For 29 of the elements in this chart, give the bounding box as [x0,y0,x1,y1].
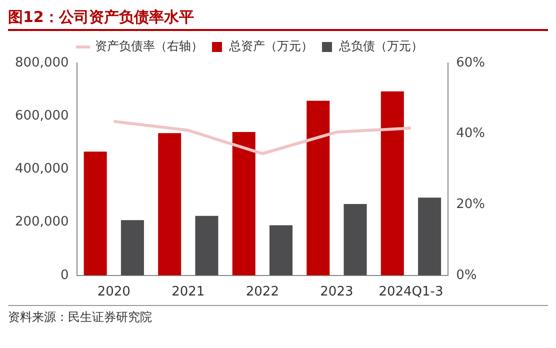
x-tick-label: 2024Q1-3 [378,284,444,300]
y-tick-label: 0 [60,268,69,283]
y-tick-label: 200,000 [14,214,69,230]
y-tick-label: 800,000 [14,55,69,70]
x-tick-label: 2023 [320,284,354,300]
y2-tick-label: 40% [456,126,486,142]
x-tick-label: 2020 [97,284,130,300]
bar [195,216,218,276]
bar [306,100,330,276]
legend-label: 总资产（万元） [228,39,313,54]
bar [380,91,404,276]
bar [269,225,293,276]
y-tick-label: 400,000 [14,162,69,177]
bar [158,133,182,276]
bar [418,198,442,276]
legend-label: 总负债（万元） [338,39,423,54]
x-tick-label: 2022 [246,284,279,300]
y2-tick-label: 20% [456,196,486,212]
legend-label: 资产负债率（右轴） [95,39,203,54]
text: 资料来源：民生证券研究院 [8,305,548,326]
bar [84,152,107,276]
bar [344,204,367,276]
y-tick-label: 600,000 [14,108,69,124]
y2-tick-label: 60% [456,55,486,70]
y2-tick-label: 0% [456,268,477,283]
bar [232,132,256,276]
x-tick-label: 2021 [172,284,205,300]
bar [120,220,144,276]
chart-title: 图12：公司资产负债率水平 [8,8,548,31]
